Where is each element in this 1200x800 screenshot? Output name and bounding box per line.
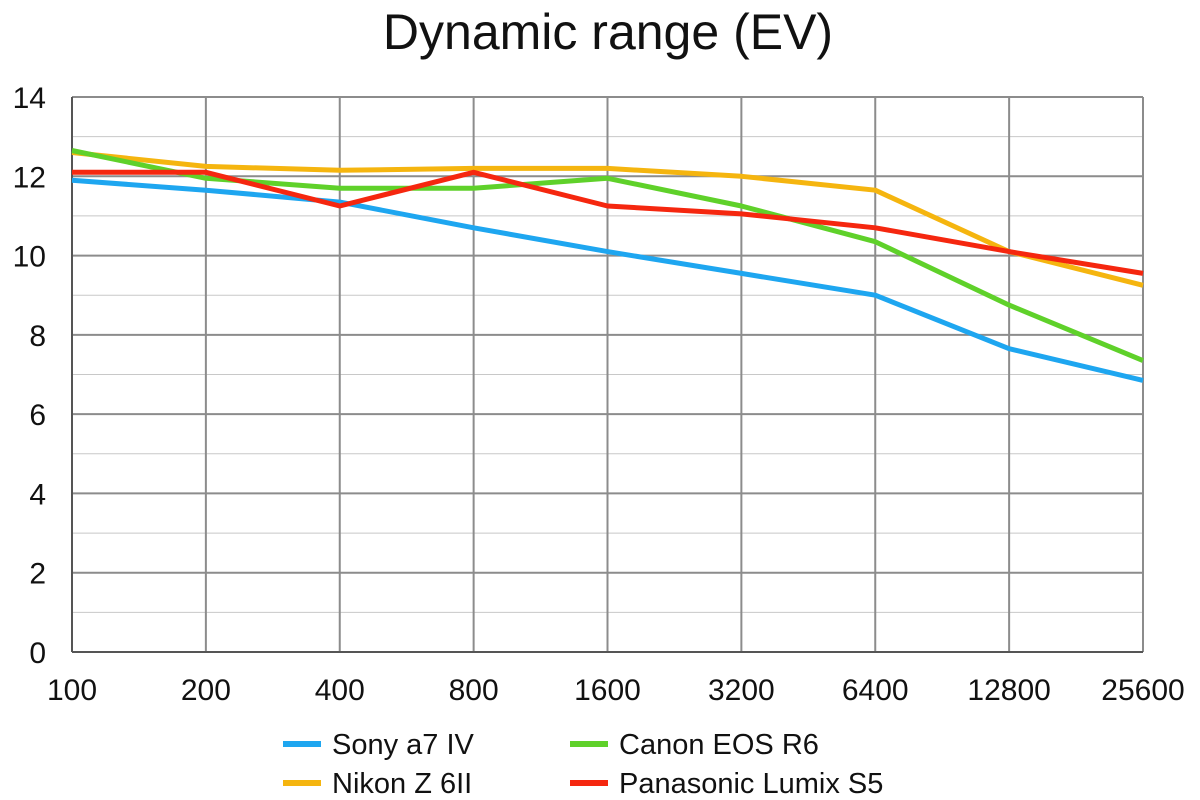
series-line <box>71 150 1144 288</box>
x-tick-label: 1600 <box>574 674 641 707</box>
legend-label: Panasonic Lumix S5 <box>619 768 883 800</box>
x-tick-label: 200 <box>181 674 231 707</box>
legend-label: Nikon Z 6II <box>332 768 472 800</box>
y-tick-label: 10 <box>13 241 46 274</box>
tick-labels: 0 2 4 6 8 10 12 14 100 200 400 800 1600 3200 6400 12800… <box>13 82 1185 707</box>
y-tick-label: 8 <box>29 320 46 353</box>
legend-label: Sony a7 IV <box>332 729 475 761</box>
x-tick-label: 12800 <box>967 674 1050 707</box>
axes <box>71 97 1143 653</box>
grid <box>72 96 1144 652</box>
legend-label: Canon EOS R6 <box>619 729 819 761</box>
y-tick-label: 12 <box>13 161 46 194</box>
x-tick-label: 3200 <box>708 674 775 707</box>
x-tick-label: 25600 <box>1101 674 1184 707</box>
y-tick-label: 0 <box>29 637 46 670</box>
series-line <box>72 169 1144 276</box>
x-tick-label: 800 <box>449 674 499 707</box>
chart-title: Dynamic range (EV) <box>382 4 834 60</box>
series-line <box>71 177 1144 383</box>
y-tick-label: 14 <box>13 82 46 115</box>
y-tick-label: 4 <box>29 478 46 511</box>
y-tick-label: 6 <box>29 399 46 432</box>
x-tick-label: 400 <box>315 674 365 707</box>
legend: Sony a7 IV Nikon Z 6II Canon EOS R6 Panason… <box>283 729 883 800</box>
x-tick-label: 100 <box>47 674 97 707</box>
y-tick-label: 2 <box>29 558 46 591</box>
x-tick-label: 6400 <box>842 674 909 707</box>
series-lines <box>71 148 1144 383</box>
